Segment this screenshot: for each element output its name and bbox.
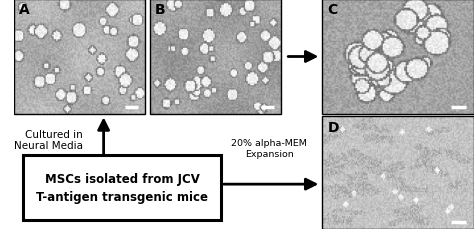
Bar (14, 0, 145, 114)
Text: 20% alpha-MEM
Expansion: 20% alpha-MEM Expansion (231, 139, 307, 158)
Text: A: A (19, 3, 30, 17)
Text: B: B (155, 3, 166, 17)
Bar (322, 117, 474, 229)
Text: MSCs isolated from JCV
T-antigen transgenic mice: MSCs isolated from JCV T-antigen transge… (36, 172, 208, 203)
Bar (150, 0, 281, 114)
Text: C: C (328, 3, 338, 17)
Bar (322, 0, 474, 114)
Text: D: D (328, 120, 339, 134)
Text: Cultured in
Neural Media: Cultured in Neural Media (14, 129, 83, 150)
Bar (23, 156, 221, 220)
